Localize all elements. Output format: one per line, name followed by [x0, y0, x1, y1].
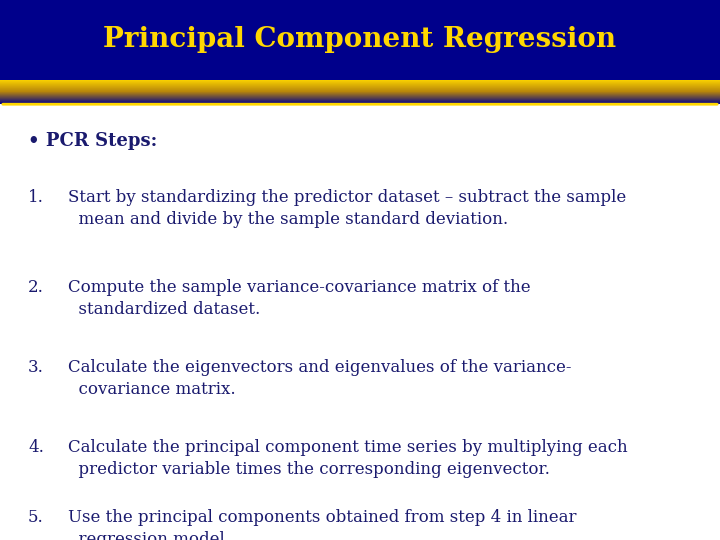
Text: Calculate the eigenvectors and eigenvalues of the variance-: Calculate the eigenvectors and eigenvalu… — [68, 359, 572, 376]
Text: 4.: 4. — [28, 439, 44, 456]
Text: 1.: 1. — [28, 189, 44, 206]
Text: Start by standardizing the predictor dataset – subtract the sample: Start by standardizing the predictor dat… — [68, 189, 626, 206]
Text: standardized dataset.: standardized dataset. — [68, 301, 260, 318]
Text: Calculate the principal component time series by multiplying each: Calculate the principal component time s… — [68, 439, 628, 456]
Text: • PCR Steps:: • PCR Steps: — [28, 132, 157, 150]
Text: 2.: 2. — [28, 279, 44, 296]
Text: Principal Component Regression: Principal Component Regression — [104, 26, 616, 53]
Text: mean and divide by the sample standard deviation.: mean and divide by the sample standard d… — [68, 211, 508, 228]
Text: predictor variable times the corresponding eigenvector.: predictor variable times the correspondi… — [68, 461, 550, 478]
Text: 3.: 3. — [28, 359, 44, 376]
Text: Compute the sample variance-covariance matrix of the: Compute the sample variance-covariance m… — [68, 279, 531, 296]
Text: covariance matrix.: covariance matrix. — [68, 381, 235, 398]
Text: 5.: 5. — [28, 509, 44, 526]
Text: Use the principal components obtained from step 4 in linear: Use the principal components obtained fr… — [68, 509, 577, 526]
Text: regression model.: regression model. — [68, 531, 230, 540]
